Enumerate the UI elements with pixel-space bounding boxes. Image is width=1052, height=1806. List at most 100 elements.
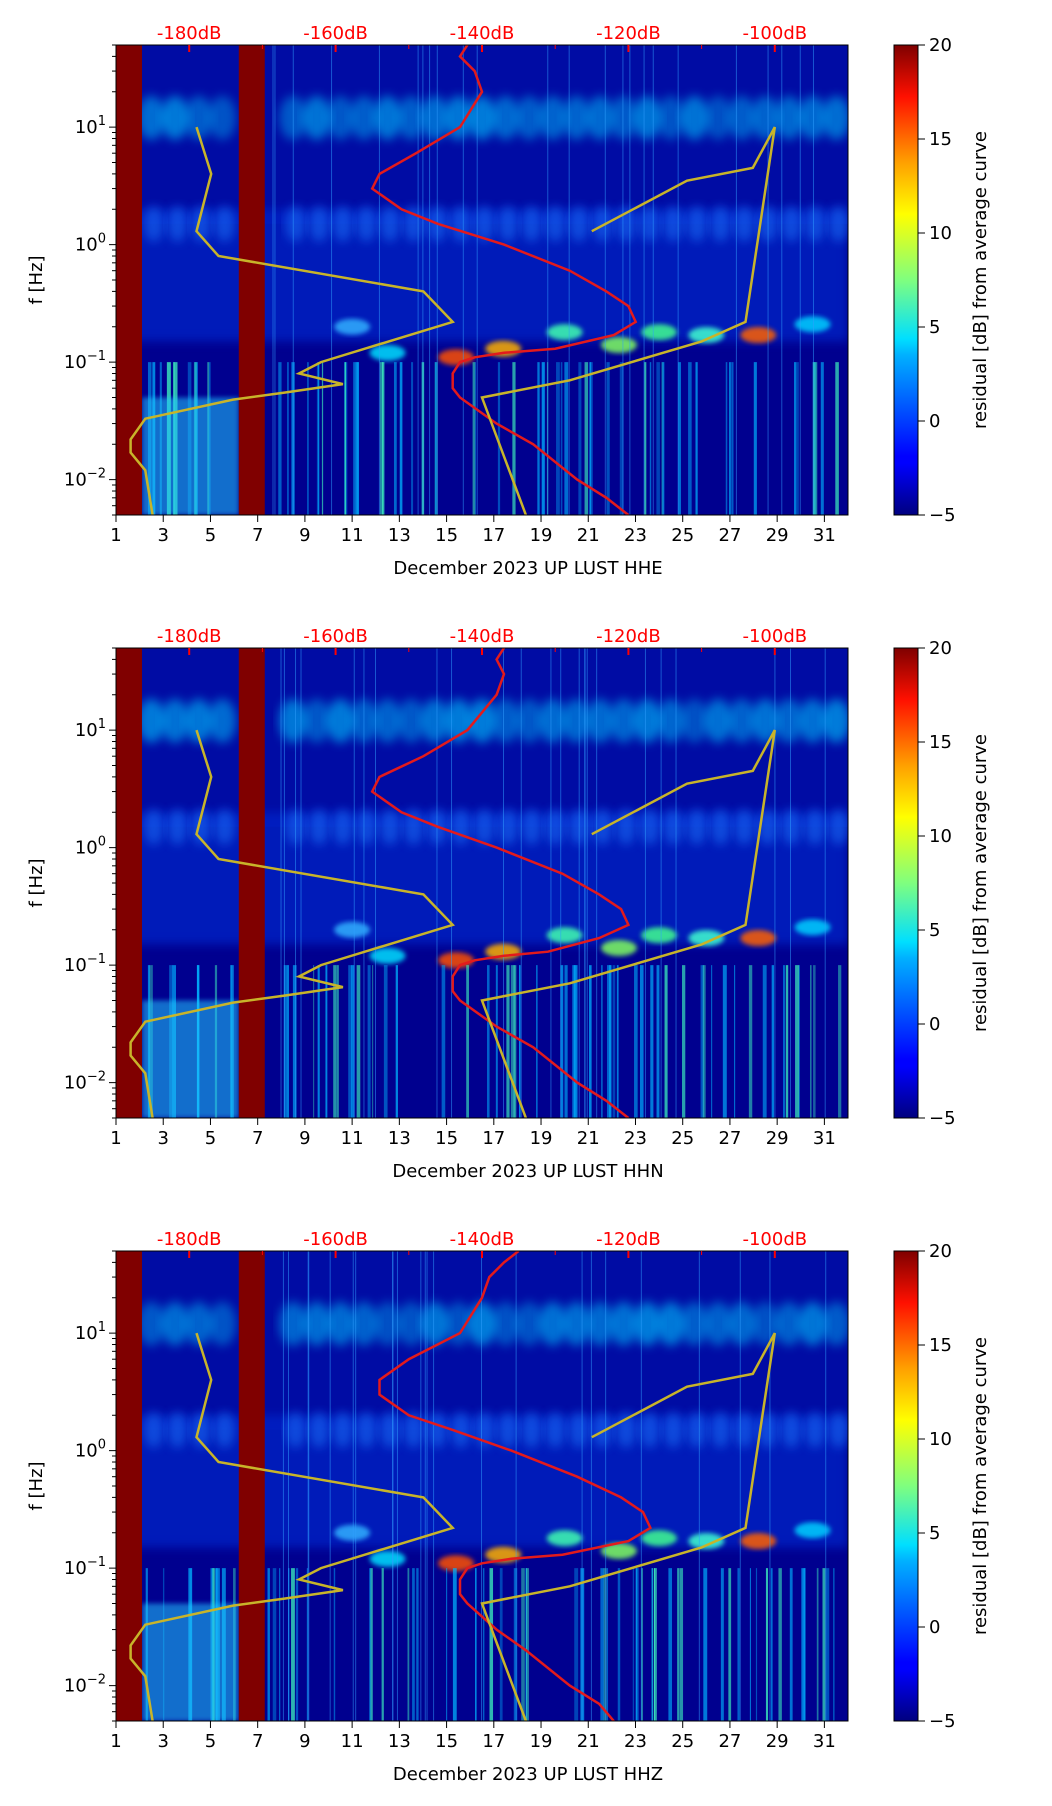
colorbar-tick-label: 5 [929,317,940,338]
db-axis-hhn: -180dB -160dB -140dB -120dB -100dB [157,626,807,655]
y-axis-hhn: 10−2 10−1 100 101 [64,647,116,1119]
x-tick-label: 17 [482,1731,505,1752]
db-tick-label: -140dB [450,1229,515,1250]
x-tick-label: 29 [766,1128,789,1149]
x-tick-label: 21 [577,1731,600,1752]
colorbar-tick-label: 5 [929,920,940,941]
y-axis-hhe: 10−2 10−1 100 101 [64,44,116,516]
y-tick-label: 100 [75,835,106,859]
y-tick-label: 10−1 [64,349,106,373]
x-tick-label: 31 [813,525,836,546]
x-tick-label: 25 [671,1128,694,1149]
average-psd-curve [370,648,631,1118]
colorbar-label-hhz: residual [dB] from average curve [970,1337,991,1635]
x-tick-label: 29 [766,1731,789,1752]
x-tick-label: 29 [766,525,789,546]
x-tick-label: 15 [435,1731,458,1752]
x-tick-label: 21 [577,1128,600,1149]
colorbar-ticks-hhe: 20 15 10 5 0 −5 [918,35,956,526]
x-tick-label: 5 [205,1128,216,1149]
x-tick-label: 11 [341,1128,364,1149]
x-tick-label: 9 [299,1731,310,1752]
y-tick-label: 100 [75,232,106,256]
y-tick-label: 10−1 [64,952,106,976]
y-tick-label: 10−1 [64,1555,106,1579]
colorbar-tick-label: 20 [929,638,952,659]
y-tick-label: 10−2 [64,1070,106,1094]
spectrogram-image-hhz [116,1251,848,1721]
x-tick-label: 15 [435,525,458,546]
x-tick-label: 25 [671,1731,694,1752]
x-tick-label: 27 [718,525,741,546]
x-axis-label-hhe: December 2023 UP LUST HHE [393,558,662,579]
noise-model-curve [129,126,456,515]
db-tick-label: -180dB [157,23,222,44]
x-tick-label: 19 [530,1731,553,1752]
x-tick-label: 19 [530,525,553,546]
x-tick-label: 1 [110,1731,121,1752]
x-axis-hhn: 1 3 5 7 9 11 13 15 17 19 21 23 25 27 29 31 [110,1118,836,1149]
colorbar-tick-label: −5 [929,1108,956,1129]
y-tick-label: 101 [75,1320,106,1344]
x-tick-label: 25 [671,525,694,546]
db-tick-label: -140dB [450,626,515,647]
colorbar-hhe [893,44,919,516]
x-tick-label: 1 [110,525,121,546]
average-psd-curve [370,45,638,515]
colorbar-tick-label: 0 [929,1617,940,1638]
x-tick-label: 5 [205,525,216,546]
colorbar-tick-label: 15 [929,1335,952,1356]
x-tick-label: 23 [624,1731,647,1752]
db-tick-label: -160dB [303,1229,368,1250]
colorbar-tick-label: 10 [929,826,952,847]
db-tick-label: -180dB [157,626,222,647]
x-axis-hhz: 1 3 5 7 9 11 13 15 17 19 21 23 25 27 29 31 [110,1721,836,1752]
colorbar-label-hhn: residual [dB] from average curve [970,734,991,1032]
db-axis-hhz: -180dB -160dB -140dB -120dB -100dB [157,1229,807,1258]
x-tick-label: 7 [252,525,263,546]
db-tick-label: -100dB [742,1229,807,1250]
x-tick-label: 7 [252,1731,263,1752]
y-axis-label-hhz: f [Hz] [26,1461,47,1510]
x-tick-label: 27 [718,1128,741,1149]
x-tick-label: 23 [624,1128,647,1149]
colorbar-hhz [893,1250,919,1722]
x-axis-label-hhn: December 2023 UP LUST HHN [392,1161,663,1182]
x-axis-hhe: 1 3 5 7 9 11 13 15 17 19 21 23 25 27 29 31 [110,515,836,546]
x-tick-label: 1 [110,1128,121,1149]
noise-model-curve-right [480,1332,777,1721]
colorbar-hhn [893,647,919,1119]
colorbar-tick-label: 15 [929,129,952,150]
colorbar-tick-label: 0 [929,1014,940,1035]
y-axis-label-hhn: f [Hz] [26,858,47,907]
noise-model-curve-right [480,729,777,1118]
colorbar-label-hhe: residual [dB] from average curve [970,131,991,429]
x-tick-label: 3 [157,1731,168,1752]
y-tick-label: 101 [75,717,106,741]
db-axis-hhe: -180dB -160dB -140dB -120dB -100dB [157,23,807,52]
y-tick-label: 100 [75,1438,106,1462]
db-tick-label: -180dB [157,1229,222,1250]
noise-model-curve [129,729,456,1118]
x-tick-label: 11 [341,1731,364,1752]
y-tick-label: 10−2 [64,1673,106,1697]
noise-model-curve-right [480,126,777,515]
x-tick-label: 13 [388,525,411,546]
x-tick-label: 21 [577,525,600,546]
x-tick-label: 3 [157,525,168,546]
colorbar-ticks-hhn: 20 15 10 5 0 −5 [918,638,956,1129]
x-axis-label-hhz: December 2023 UP LUST HHZ [393,1764,663,1785]
x-tick-label: 3 [157,1128,168,1149]
spectrogram-image-hhe [116,45,848,515]
colorbar-tick-label: −5 [929,505,956,526]
x-tick-label: 5 [205,1731,216,1752]
colorbar-tick-label: 15 [929,732,952,753]
colorbar-tick-label: 20 [929,35,952,56]
db-tick-label: -120dB [596,1229,661,1250]
noise-model-curve [129,1332,456,1721]
x-tick-label: 15 [435,1128,458,1149]
x-tick-label: 11 [341,525,364,546]
db-tick-label: -100dB [742,626,807,647]
